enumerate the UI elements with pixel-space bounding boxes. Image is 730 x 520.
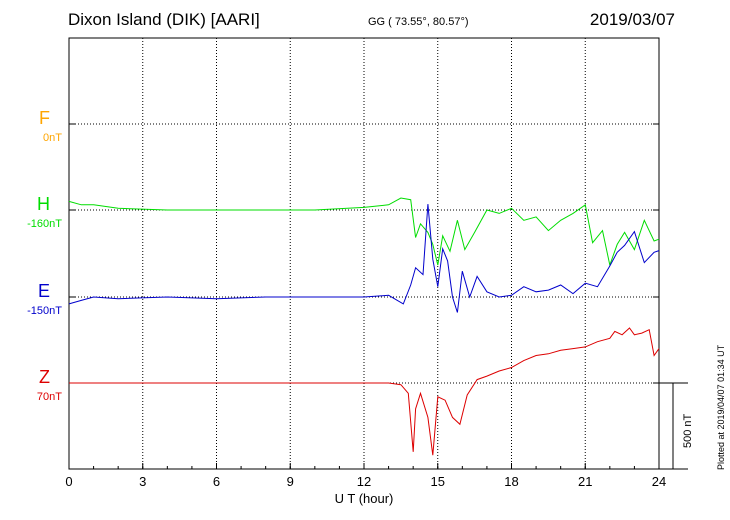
- x-tick-label: 9: [287, 474, 294, 489]
- scale-bar-label: 500 nT: [682, 413, 694, 448]
- x-tick-label: 21: [578, 474, 592, 489]
- x-axis-label: U T (hour): [335, 491, 394, 506]
- component-e-letter: E: [37, 281, 50, 301]
- component-h-baseline: -160nT: [27, 218, 62, 230]
- series-line-z: [69, 327, 660, 456]
- x-tick-label: 15: [431, 474, 445, 489]
- x-tick-label: 6: [213, 474, 220, 489]
- component-e-baseline: -150nT: [27, 305, 62, 317]
- geographic-coordinates: GG ( 73.55°, 80.57°): [368, 16, 469, 28]
- x-tick-label: 18: [504, 474, 518, 489]
- component-z-letter: Z: [39, 367, 50, 387]
- component-h-letter: H: [37, 194, 50, 214]
- plotted-timestamp: Plotted at 2019/04/07 01:34 UT: [716, 344, 726, 470]
- station-title: Dixon Island (DIK) [AARI]: [68, 10, 260, 29]
- component-f-letter: F: [39, 108, 50, 128]
- x-tick-label: 12: [357, 474, 371, 489]
- chart-date: 2019/03/07: [589, 10, 675, 29]
- x-tick-label: 3: [139, 474, 146, 489]
- component-f-baseline: 0nT: [43, 132, 62, 144]
- series-line-e: [68, 204, 660, 313]
- x-tick-label: 24: [652, 474, 666, 489]
- series-line-h: [68, 197, 660, 267]
- x-tick-label: 0: [65, 474, 72, 489]
- component-z-baseline: 70nT: [36, 391, 62, 403]
